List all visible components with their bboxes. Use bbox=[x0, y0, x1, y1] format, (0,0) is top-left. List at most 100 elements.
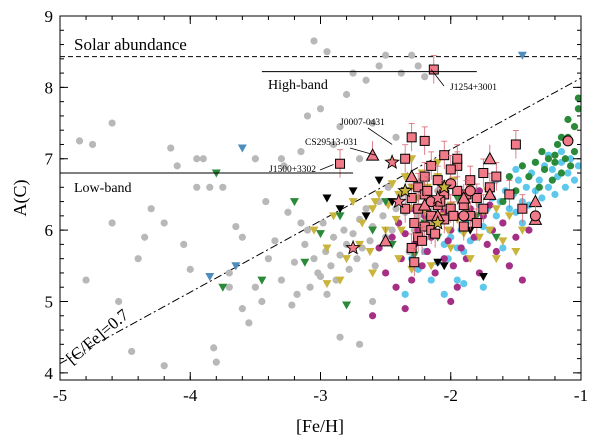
triangle-down-steel_blue-point bbox=[231, 262, 241, 271]
square-pink-point bbox=[478, 168, 489, 179]
circle-gray-point bbox=[251, 155, 259, 163]
annotation-leader-line bbox=[349, 147, 376, 156]
circle-gray-point bbox=[284, 208, 292, 216]
circle-green-point bbox=[538, 148, 546, 156]
triangle-down-gold-point bbox=[400, 173, 410, 182]
circle-purple-point bbox=[499, 219, 507, 227]
circle-gray-point bbox=[212, 358, 220, 366]
circle-outlined-pink-point bbox=[464, 185, 476, 197]
triangle-down-black-point bbox=[322, 194, 332, 203]
circle-green-point bbox=[551, 151, 559, 159]
square-pink-point bbox=[426, 160, 437, 171]
circle-gray-point bbox=[384, 183, 392, 191]
triangle-down-green-point bbox=[381, 198, 391, 207]
star-gold-point bbox=[397, 182, 413, 198]
triangle-down-gold-point bbox=[355, 240, 365, 249]
circle-gray-point bbox=[82, 276, 90, 284]
circle-gray-point bbox=[88, 140, 97, 149]
circle-gray-point bbox=[369, 119, 377, 127]
circle-green-point bbox=[566, 162, 575, 170]
triangle-down-green-point bbox=[289, 198, 299, 207]
square-pink-point bbox=[439, 150, 450, 161]
circle-purple-point bbox=[492, 247, 500, 256]
circle-gray-point bbox=[199, 155, 207, 163]
triangle-down-green-point bbox=[300, 258, 310, 267]
circle-gray-point bbox=[336, 123, 344, 131]
circle-gray-point bbox=[206, 183, 214, 191]
circle-outlined-pink-point bbox=[562, 135, 574, 147]
triangle-up-pink-point bbox=[482, 187, 497, 200]
circle-gray-point bbox=[238, 305, 246, 313]
square-pink-point bbox=[471, 193, 482, 203]
circle-gray-point bbox=[355, 340, 364, 348]
triangle-up-pink-point bbox=[404, 169, 419, 183]
annotation-label: J1500+3302 bbox=[269, 165, 316, 175]
circle-cyan-point bbox=[544, 183, 553, 191]
circle-gray-point bbox=[336, 251, 344, 259]
circle-gray-point bbox=[397, 69, 405, 77]
triangle-down-gold-point bbox=[491, 255, 501, 264]
circle-gray-point bbox=[288, 301, 296, 309]
circle-gray-point bbox=[193, 183, 201, 191]
circle-cyan-point bbox=[427, 276, 435, 284]
circle-gray-point bbox=[362, 76, 370, 84]
circle-cyan-point bbox=[561, 183, 569, 191]
circle-gray-point bbox=[290, 258, 299, 266]
circle-gray-point bbox=[303, 226, 312, 234]
annotation-leader-line bbox=[319, 164, 334, 171]
circle-gray-point bbox=[310, 255, 318, 263]
annotation-leader-line bbox=[367, 127, 393, 145]
circle-green-point bbox=[499, 197, 507, 206]
circle-gray-point bbox=[147, 205, 155, 213]
circle-gray-point bbox=[264, 255, 272, 263]
circle-gray-point bbox=[414, 62, 422, 70]
circle-purple-point bbox=[505, 262, 513, 270]
circle-purple-point bbox=[401, 305, 409, 313]
circle-green-point bbox=[544, 155, 553, 163]
circle-cyan-point bbox=[512, 165, 520, 174]
circle-green-point bbox=[518, 162, 526, 170]
circle-cyan-point bbox=[548, 165, 556, 174]
circle-green-point bbox=[548, 176, 556, 184]
circle-gray-point bbox=[392, 133, 400, 141]
circle-purple-point bbox=[423, 247, 431, 256]
circle-gray-point bbox=[160, 362, 168, 370]
circle-gray-point bbox=[303, 112, 312, 120]
circle-cyan-point bbox=[522, 183, 530, 191]
circle-cyan-point bbox=[566, 155, 575, 163]
circle-green-point bbox=[564, 115, 572, 124]
triangle-down-black-point bbox=[361, 212, 371, 221]
circle-cyan-point bbox=[440, 290, 448, 298]
circle-green-point bbox=[535, 183, 543, 191]
triangle-down-gold-point bbox=[465, 255, 475, 264]
circle-cyan-point bbox=[401, 290, 409, 298]
triangle-down-black-point bbox=[374, 176, 384, 185]
triangle-down-gold-point bbox=[394, 255, 404, 264]
triangle-down-black-point bbox=[478, 273, 488, 282]
star-pink-point bbox=[345, 239, 361, 255]
circle-gray-point bbox=[277, 276, 286, 284]
circle-green-point bbox=[570, 123, 579, 131]
triangle-up-pink-point bbox=[482, 151, 497, 165]
circle-gray-point bbox=[316, 272, 325, 281]
circle-gray-point bbox=[329, 140, 338, 149]
annotation-label: J1254+3001 bbox=[450, 83, 497, 93]
triangle-up-pink-point bbox=[378, 233, 393, 247]
circle-gray-point bbox=[167, 144, 175, 152]
circle-gray-point bbox=[366, 237, 374, 245]
circle-green-point bbox=[574, 105, 581, 113]
triangle-down-gold-point bbox=[322, 280, 332, 289]
circle-purple-point bbox=[431, 269, 439, 277]
y-tick-label: 6 bbox=[45, 221, 54, 240]
square-pink-point bbox=[409, 217, 420, 228]
circle-purple-point bbox=[525, 226, 533, 234]
triangle-down-green-point bbox=[491, 233, 501, 242]
circle-gray-point bbox=[193, 155, 201, 163]
circle-gray-point bbox=[362, 205, 370, 213]
square-pink-point bbox=[478, 203, 489, 214]
circle-gray-point bbox=[251, 283, 259, 291]
circle-gray-point bbox=[345, 265, 353, 273]
circle-gray-point bbox=[219, 183, 227, 191]
data-points-layer bbox=[75, 37, 581, 370]
circle-gray-point bbox=[327, 262, 335, 270]
